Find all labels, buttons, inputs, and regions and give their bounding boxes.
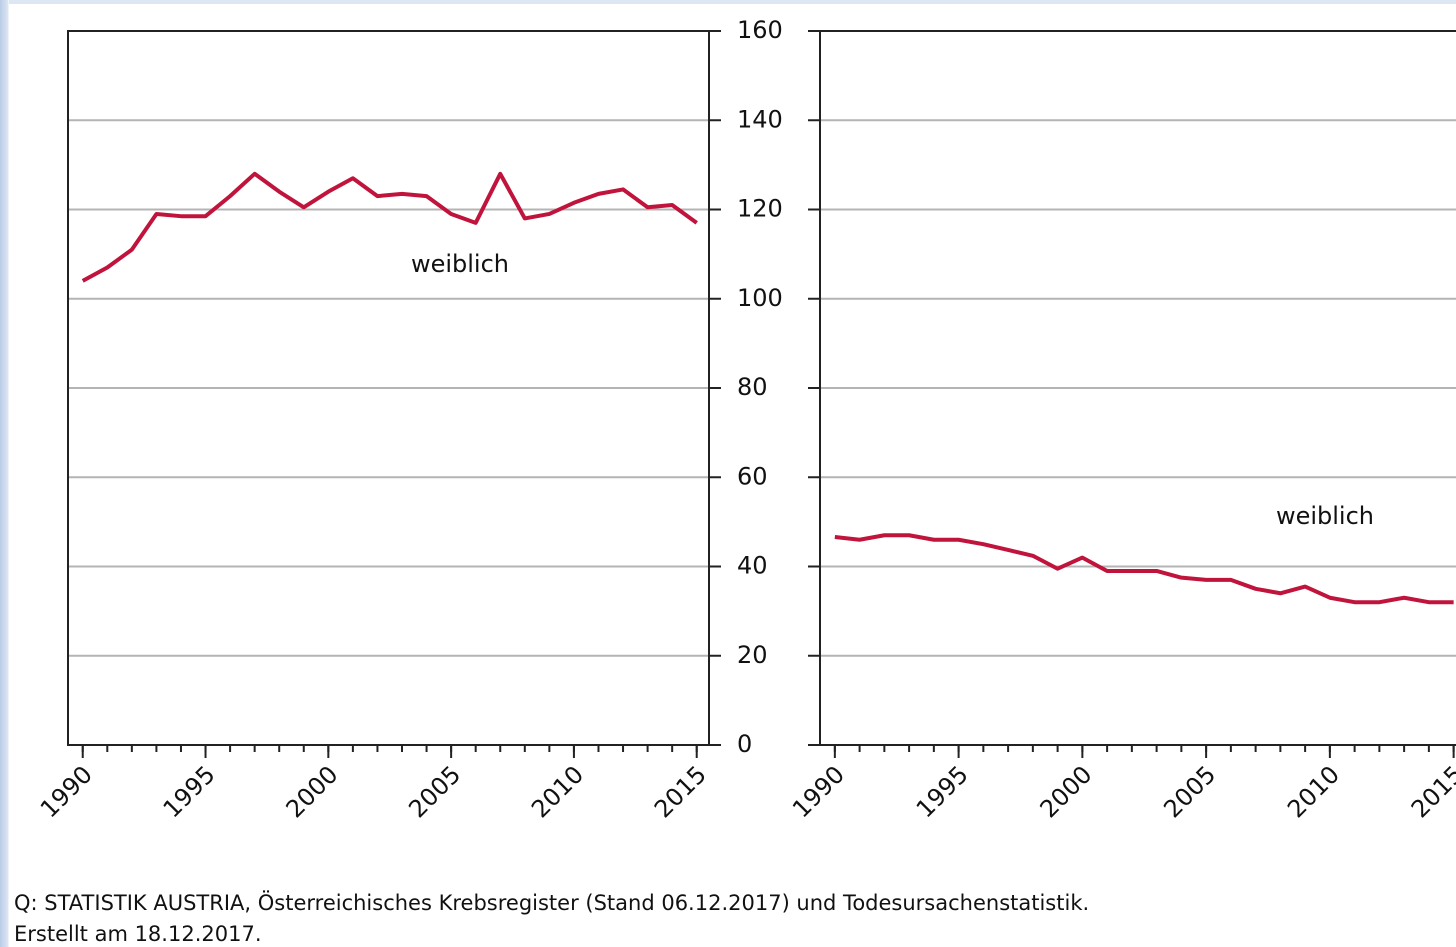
y-tick-label: 140 [737, 105, 783, 133]
x-tick-label: 2015 [1406, 760, 1456, 823]
x-tick-label: 2000 [281, 760, 344, 823]
plot-frame [67, 30, 710, 746]
x-tick-label: 2005 [403, 760, 466, 823]
x-tick-label: 1995 [911, 760, 974, 823]
x-tick-label: 1990 [35, 760, 98, 823]
top-edge [9, 0, 1456, 4]
y-tick-label: 120 [737, 195, 783, 223]
y-tick-label: 80 [737, 373, 768, 401]
y-tick-label: 60 [737, 462, 768, 490]
x-tick-label: 1995 [158, 760, 221, 823]
x-tick-label: 2005 [1158, 760, 1221, 823]
series-line [834, 533, 1454, 605]
y-tick-label: 100 [737, 284, 783, 312]
series-line [81, 171, 698, 283]
plot-frame [819, 30, 1456, 746]
series-label: weiblich [1276, 502, 1374, 530]
y-tick-label: 160 [737, 16, 783, 44]
x-tick-label: 2015 [649, 760, 712, 823]
x-tick-label: 2010 [1282, 760, 1345, 823]
x-tick-label: 2010 [526, 760, 589, 823]
y-tick-label: 40 [737, 552, 768, 580]
x-tick-label: 1990 [787, 760, 850, 823]
y-tick-label: 0 [737, 730, 752, 758]
series-label: weiblich [411, 250, 509, 278]
y-tick-label: 20 [737, 641, 768, 669]
footer-line: Erstellt am 18.12.2017. [14, 922, 262, 946]
x-tick-label: 2000 [1035, 760, 1098, 823]
footer-line: Q: STATISTIK AUSTRIA, Österreichisches K… [14, 890, 1089, 915]
